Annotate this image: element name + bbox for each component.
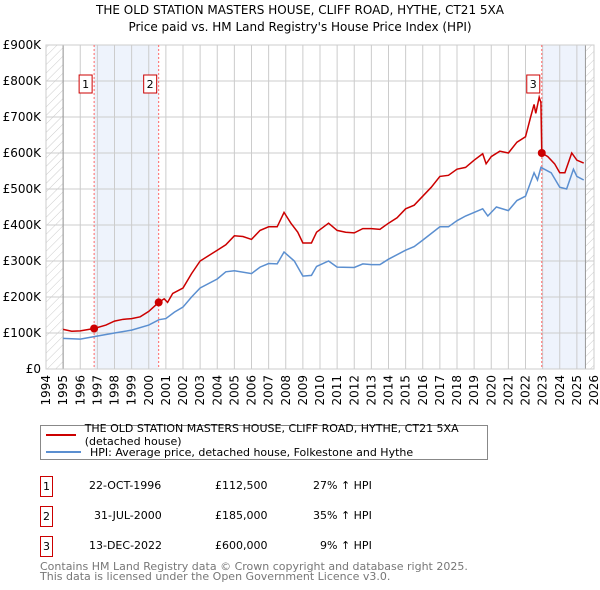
transaction-hpi: 27% ↑ HPI (313, 479, 372, 492)
transaction-label-box (526, 74, 541, 94)
x-tick-label: 2006 (245, 375, 259, 406)
transaction-price: £600,000 (215, 539, 268, 552)
plot-border (45, 44, 595, 370)
transaction-point (537, 149, 546, 157)
legend-swatch-hpi (46, 451, 81, 453)
x-tick-label: 2021 (501, 375, 515, 406)
x-tick-label: 2026 (587, 375, 600, 406)
shaded-period (541, 45, 586, 369)
x-tick-label: 2002 (176, 375, 190, 406)
x-tick-label: 2025 (570, 375, 584, 406)
x-tick-label: 2007 (262, 375, 276, 406)
footer-copyright: Contains HM Land Registry data © Crown c… (40, 560, 468, 573)
y-tick-label: £200K (3, 290, 43, 304)
transaction-point (154, 298, 163, 307)
y-tick-label: £100K (3, 326, 43, 340)
x-tick-label: 1997 (90, 375, 104, 406)
transaction-label: 1 (82, 78, 89, 91)
transaction-date: 13-DEC-2022 (89, 539, 163, 552)
table-row: 3 13-DEC-2022 £600,000 9% ↑ HPI (40, 536, 440, 557)
y-tick-label: £400K (3, 218, 43, 232)
transaction-marker: 3 (40, 536, 53, 557)
transaction-date: 31-JUL-2000 (94, 509, 162, 522)
y-tick-label: £800K (3, 74, 43, 88)
x-tick-label: 2018 (450, 375, 464, 406)
x-tick-label: 2008 (279, 375, 293, 406)
y-tick-label: £900K (3, 38, 43, 52)
x-tick-label: 2012 (347, 375, 361, 406)
transaction-hpi: 35% ↑ HPI (313, 509, 372, 522)
legend-label-hpi: HPI: Average price, detached house, Folk… (90, 445, 414, 459)
table-row: 1 22-OCT-1996 £112,500 27% ↑ HPI (40, 476, 440, 497)
x-tick-label: 2024 (553, 375, 567, 406)
x-tick-label: 1996 (73, 375, 87, 406)
price-paid-line (62, 94, 585, 332)
x-tick-label: 1994 (39, 375, 53, 406)
y-tick-label: £700K (3, 110, 43, 124)
chart-plot: £0 £100K £200K £300K £400K £500K £600K £700K £80… (3, 38, 600, 406)
x-tick-label: 1998 (108, 375, 122, 406)
x-tick-label: 2017 (433, 375, 447, 406)
footer-licence: This data is licensed under the Open Gov… (40, 570, 391, 583)
x-tick-label: 2020 (484, 375, 498, 406)
x-tick-label: 2022 (519, 375, 533, 406)
y-tick-label: £500K (3, 182, 43, 196)
table-row: 2 31-JUL-2000 £185,000 35% ↑ HPI (40, 506, 440, 527)
x-tick-label: 2011 (330, 375, 344, 406)
hatched-period (46, 45, 64, 369)
transaction-point (90, 324, 99, 333)
x-tick-label: 1995 (56, 375, 70, 406)
y-tick-label: £300K (3, 254, 43, 268)
transaction-hpi: 9% ↑ HPI (320, 539, 372, 552)
transaction-label: 2 (147, 78, 154, 91)
y-tick-label: £600K (3, 146, 43, 160)
transaction-label-box (78, 74, 93, 94)
shaded-period (94, 45, 159, 369)
x-tick-label: 2001 (159, 375, 173, 406)
x-tick-label: 1999 (125, 375, 139, 406)
transaction-label-box (143, 74, 158, 94)
hatched-period (585, 45, 594, 369)
x-tick-label: 2013 (364, 375, 378, 406)
hpi-line (63, 166, 585, 340)
chart-title: THE OLD STATION MASTERS HOUSE, CLIFF ROA… (96, 3, 504, 17)
x-tick-label: 2009 (296, 375, 310, 406)
x-tick-label: 2023 (536, 375, 550, 406)
transaction-marker: 1 (40, 476, 53, 497)
transaction-date: 22-OCT-1996 (89, 479, 162, 492)
x-tick-label: 2010 (313, 375, 327, 406)
transaction-label: 3 (530, 78, 537, 91)
x-tick-label: 2000 (142, 375, 156, 406)
chart-subtitle: Price paid vs. HM Land Registry's House … (128, 20, 472, 34)
transaction-marker: 2 (40, 506, 53, 527)
x-tick-label: 2005 (227, 375, 241, 406)
legend-label-property: THE OLD STATION MASTERS HOUSE, CLIFF ROA… (84, 422, 459, 448)
transaction-price: £112,500 (215, 479, 268, 492)
x-tick-label: 2014 (382, 375, 396, 406)
x-tick-label: 2019 (467, 375, 481, 406)
y-tick-label: £0 (26, 362, 41, 376)
x-tick-label: 2015 (399, 375, 413, 406)
x-tick-label: 2016 (416, 375, 430, 406)
legend: THE OLD STATION MASTERS HOUSE, CLIFF ROA… (40, 422, 488, 460)
x-tick-label: 2003 (193, 375, 207, 406)
x-tick-label: 2004 (210, 375, 224, 406)
legend-swatch-property (46, 434, 76, 436)
transaction-price: £185,000 (215, 509, 268, 522)
